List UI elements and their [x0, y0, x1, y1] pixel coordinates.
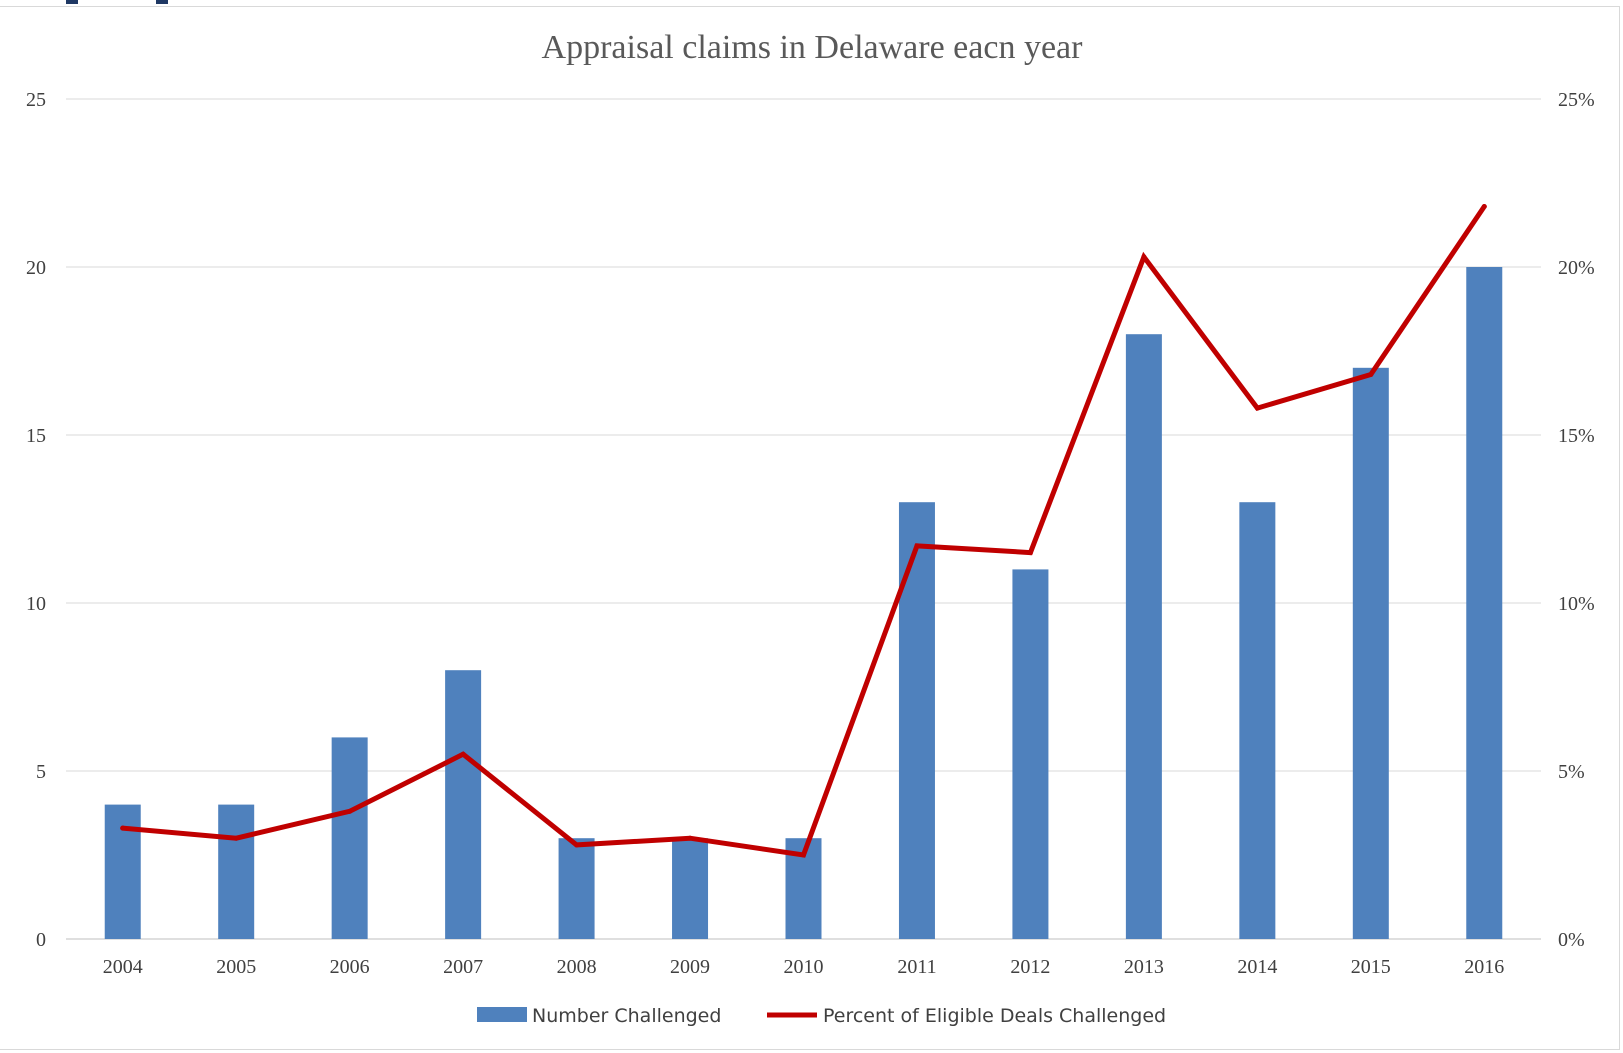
bar: [1466, 267, 1503, 939]
line-point: [574, 842, 580, 848]
y2-tick-label: 20%: [1558, 257, 1595, 279]
x-tick-label: 2012: [1010, 956, 1050, 978]
chart-frame: [0, 6, 1620, 1050]
line-point: [1141, 254, 1147, 260]
line-point: [801, 852, 806, 858]
bar: [898, 502, 935, 939]
x-tick-label: 2004: [103, 956, 143, 978]
y2-tick-label: 10%: [1558, 593, 1595, 615]
bar: [445, 670, 482, 939]
x-tick-label: 2016: [1464, 956, 1504, 978]
y-tick-label: 15: [26, 425, 46, 447]
y-axis-left: 0 5 10 15 20 25: [26, 89, 46, 951]
legend: Number Challenged Percent of Eligible De…: [477, 1005, 1166, 1027]
bar: [218, 804, 255, 939]
y-axis-right: 0% 5% 10% 15% 20% 25%: [1558, 89, 1595, 951]
line-point: [1481, 204, 1487, 210]
x-tick-label: 2011: [897, 956, 936, 978]
bar: [1352, 367, 1389, 939]
y2-tick-label: 25%: [1558, 89, 1595, 111]
x-tick-label: 2008: [557, 956, 597, 978]
bar: [1125, 334, 1162, 939]
bar: [1012, 569, 1049, 939]
legend-swatch-bar: [477, 1007, 527, 1022]
y-tick-label: 20: [26, 257, 46, 279]
bar: [331, 737, 368, 939]
x-tick-label: 2005: [216, 956, 256, 978]
chart-title: Appraisal claims in Delaware eacn year: [542, 29, 1084, 66]
y-tick-label: 10: [26, 593, 46, 615]
gridlines: [66, 98, 1541, 940]
series-line: [120, 204, 1487, 858]
y-tick-label: 25: [26, 89, 46, 111]
y-tick-label: 5: [36, 761, 46, 783]
line-point: [233, 835, 239, 841]
line-point: [347, 808, 353, 814]
line-point: [460, 751, 466, 757]
line-point: [120, 825, 126, 831]
y2-tick-label: 5%: [1558, 761, 1585, 783]
corner-mark-right: [156, 0, 168, 4]
x-tick-label: 2010: [784, 956, 824, 978]
x-tick-label: 2007: [443, 956, 483, 978]
x-tick-label: 2015: [1351, 956, 1391, 978]
y-tick-label: 0: [36, 929, 46, 951]
line-point: [1368, 372, 1374, 378]
legend-label-line: Percent of Eligible Deals Challenged: [823, 1005, 1166, 1027]
x-tick-label: 2014: [1237, 956, 1277, 978]
line-series: [120, 204, 1487, 858]
x-axis: 2004 2005 2006 2007 2008 2009 2010 2011 2012 2013…: [103, 956, 1505, 978]
bar: [672, 838, 709, 939]
line-point: [1254, 405, 1260, 411]
corner-mark-left: [66, 0, 78, 4]
legend-label-bar: Number Challenged: [532, 1005, 721, 1027]
y2-tick-label: 0%: [1558, 929, 1585, 951]
line-point: [1027, 550, 1033, 556]
x-tick-label: 2006: [330, 956, 370, 978]
y2-tick-label: 15%: [1558, 425, 1595, 447]
x-tick-label: 2013: [1124, 956, 1164, 978]
line-point: [687, 835, 693, 841]
bar: [104, 804, 141, 939]
line-point: [914, 543, 920, 549]
bar: [1239, 502, 1276, 939]
x-tick-label: 2009: [670, 956, 710, 978]
bar: [558, 838, 595, 939]
